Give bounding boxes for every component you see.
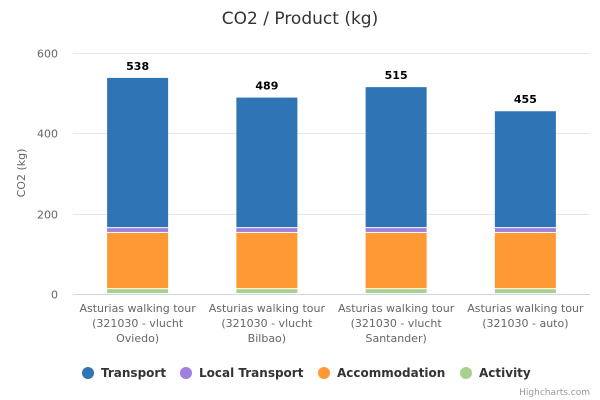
chart-title: CO2 / Product (kg)	[222, 9, 378, 29]
y-tick-label: 600	[37, 48, 58, 61]
bar-segment-transport[interactable]	[365, 87, 427, 228]
legend-marker-icon	[82, 367, 94, 379]
y-axis-ticks: 0 200 400 600	[37, 48, 58, 302]
legend-marker-icon	[318, 367, 330, 379]
bar-segment-transport[interactable]	[494, 111, 556, 228]
bar-segment-transport[interactable]	[107, 77, 169, 228]
x-tick-label: (321030 - auto)	[482, 317, 568, 330]
credits-link[interactable]: Highcharts.com	[519, 388, 590, 398]
bar-segment-accommodation[interactable]	[365, 232, 427, 289]
x-tick-label: Oviedo)	[116, 332, 159, 345]
bar-segment-activity[interactable]	[494, 289, 556, 293]
bar-segment-activity[interactable]	[365, 289, 427, 293]
bars	[107, 77, 556, 293]
data-labels: 538 489 515 455	[126, 60, 537, 106]
bar-segment-accommodation[interactable]	[494, 232, 556, 289]
legend-label: Accommodation	[337, 366, 445, 380]
y-tick-label: 400	[37, 128, 58, 141]
x-tick-label: Santander)	[365, 332, 426, 345]
legend-item-activity[interactable]: Activity	[460, 366, 531, 380]
bar-segment-local-transport[interactable]	[107, 228, 169, 232]
bar-segment-local-transport[interactable]	[365, 228, 427, 232]
bar-segment-accommodation[interactable]	[107, 232, 169, 289]
x-tick-label: Asturias walking tour	[467, 302, 584, 315]
data-label: 515	[385, 69, 408, 82]
x-tick-label: (321030 - vlucht	[92, 317, 184, 330]
y-axis-label: CO2 (kg)	[15, 149, 28, 198]
legend-item-local-transport[interactable]: Local Transport	[180, 366, 304, 380]
x-tick-label: Asturias walking tour	[79, 302, 196, 315]
data-label: 538	[126, 60, 149, 73]
legend-item-accommodation[interactable]: Accommodation	[318, 366, 445, 380]
legend-marker-icon	[460, 367, 472, 379]
y-tick-label: 200	[37, 209, 58, 222]
bar-segment-local-transport[interactable]	[494, 228, 556, 232]
legend-label: Transport	[101, 366, 166, 380]
legend: Transport Local Transport Accommodation Act…	[82, 366, 531, 380]
bar-segment-activity[interactable]	[236, 289, 298, 293]
bar-segment-accommodation[interactable]	[236, 232, 298, 289]
y-tick-label: 0	[51, 289, 58, 302]
x-tick-label: Asturias walking tour	[209, 302, 326, 315]
x-tick-label: Asturias walking tour	[338, 302, 455, 315]
legend-label: Activity	[479, 366, 531, 380]
bar-segment-local-transport[interactable]	[236, 228, 298, 232]
legend-marker-icon	[180, 367, 192, 379]
x-tick-label: (321030 - vlucht	[221, 317, 313, 330]
data-label: 489	[255, 80, 278, 93]
bar-segment-activity[interactable]	[107, 289, 169, 293]
x-tick-label: (321030 - vlucht	[351, 317, 443, 330]
bar-segment-transport[interactable]	[236, 97, 298, 228]
legend-item-transport[interactable]: Transport	[82, 366, 166, 380]
legend-label: Local Transport	[199, 366, 304, 380]
x-tick-label: Bilbao)	[248, 332, 286, 345]
x-axis-labels: Asturias walking tour (321030 - vlucht Ovi…	[79, 302, 584, 345]
data-label: 455	[514, 93, 537, 106]
